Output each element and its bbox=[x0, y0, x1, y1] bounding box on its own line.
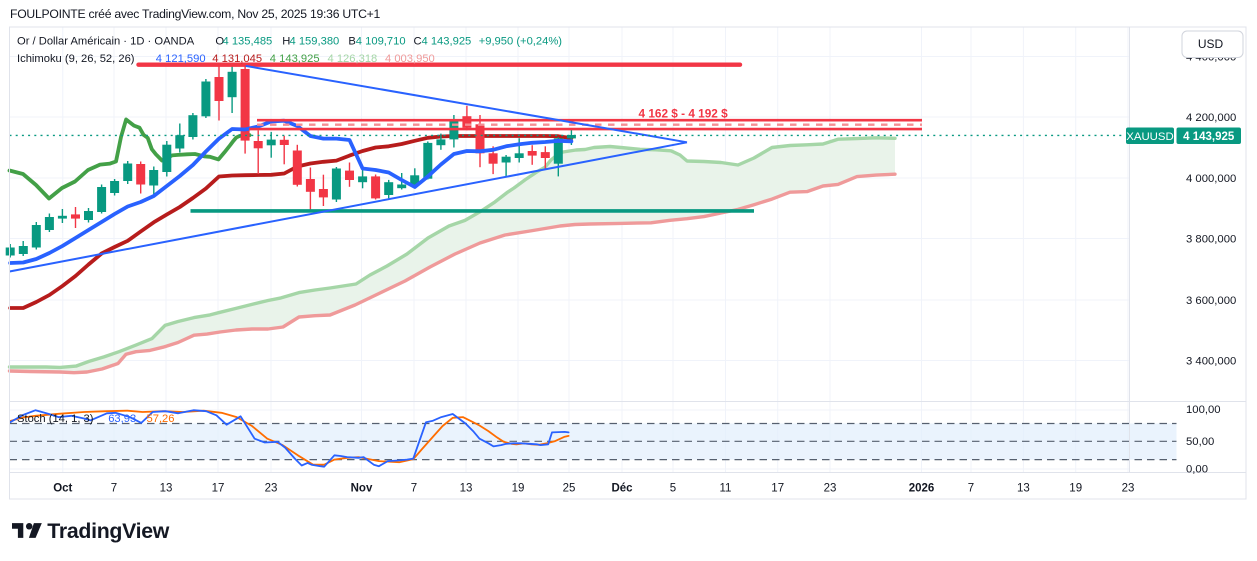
svg-text:4 121,590: 4 121,590 bbox=[156, 53, 206, 65]
svg-text:0,00: 0,00 bbox=[1186, 464, 1208, 476]
svg-text:USD: USD bbox=[1198, 37, 1224, 51]
svg-text:5: 5 bbox=[670, 482, 676, 494]
svg-text:63,93: 63,93 bbox=[108, 413, 136, 425]
svg-text:11: 11 bbox=[720, 482, 732, 494]
svg-text:3 800,000: 3 800,000 bbox=[1186, 234, 1236, 246]
svg-text:XAUUSD: XAUUSD bbox=[1126, 131, 1173, 143]
svg-text:17: 17 bbox=[212, 482, 225, 494]
svg-text:FOULPOINTE créé avec TradingVi: FOULPOINTE créé avec TradingView.com, No… bbox=[10, 7, 381, 21]
svg-text:4 135,485: 4 135,485 bbox=[223, 36, 273, 48]
svg-text:13: 13 bbox=[160, 482, 173, 494]
svg-text:B: B bbox=[348, 36, 355, 48]
svg-text:4 126,318: 4 126,318 bbox=[328, 53, 378, 65]
svg-text:50,00: 50,00 bbox=[1186, 436, 1214, 448]
svg-text:57,26: 57,26 bbox=[147, 413, 175, 425]
svg-text:4 200,000: 4 200,000 bbox=[1186, 112, 1236, 124]
svg-text:2026: 2026 bbox=[909, 482, 935, 494]
svg-text:17: 17 bbox=[771, 482, 784, 494]
svg-text:Or / Dollar Américain · 1D ·: Or / Dollar Américain · 1D · OANDA bbox=[17, 36, 195, 48]
svg-text:TradingView: TradingView bbox=[47, 519, 169, 543]
svg-text:13: 13 bbox=[1017, 482, 1030, 494]
svg-text:4 162 $ - 4 192 $: 4 162 $ - 4 192 $ bbox=[639, 107, 729, 121]
svg-text:Nov: Nov bbox=[351, 482, 373, 494]
svg-text:7: 7 bbox=[968, 482, 974, 494]
svg-text:C: C bbox=[414, 36, 422, 48]
svg-text:4 003,950: 4 003,950 bbox=[385, 53, 435, 65]
svg-text:100,00: 100,00 bbox=[1186, 404, 1221, 416]
svg-text:4 131,045: 4 131,045 bbox=[212, 53, 262, 65]
svg-text:23: 23 bbox=[824, 482, 837, 494]
svg-text:13: 13 bbox=[460, 482, 473, 494]
svg-text:23: 23 bbox=[265, 482, 278, 494]
svg-text:Oct: Oct bbox=[53, 482, 72, 494]
svg-text:7: 7 bbox=[111, 482, 117, 494]
svg-text:19: 19 bbox=[1069, 482, 1082, 494]
svg-text:4 143,925: 4 143,925 bbox=[270, 53, 320, 65]
svg-text:O: O bbox=[215, 36, 224, 48]
svg-text:4 143,925: 4 143,925 bbox=[422, 36, 472, 48]
svg-text:4 159,380: 4 159,380 bbox=[290, 36, 340, 48]
svg-text:4 000,000: 4 000,000 bbox=[1186, 173, 1236, 185]
svg-text:23: 23 bbox=[1122, 482, 1135, 494]
svg-text:Déc: Déc bbox=[611, 482, 633, 494]
svg-text:H: H bbox=[282, 36, 290, 48]
svg-text:Ichimoku (9, 26, 52, 26): Ichimoku (9, 26, 52, 26) bbox=[17, 53, 135, 65]
svg-text:Stoch (14, 1, 3): Stoch (14, 1, 3) bbox=[17, 413, 94, 425]
svg-text:25: 25 bbox=[563, 482, 576, 494]
svg-text:4 143,925: 4 143,925 bbox=[1183, 131, 1235, 143]
svg-text:3 600,000: 3 600,000 bbox=[1186, 295, 1236, 307]
svg-text:7: 7 bbox=[411, 482, 417, 494]
svg-text:4 109,710: 4 109,710 bbox=[356, 36, 406, 48]
svg-text:3 400,000: 3 400,000 bbox=[1186, 356, 1236, 368]
svg-text:19: 19 bbox=[512, 482, 525, 494]
svg-text:+9,950 (+0,24%): +9,950 (+0,24%) bbox=[479, 36, 563, 48]
